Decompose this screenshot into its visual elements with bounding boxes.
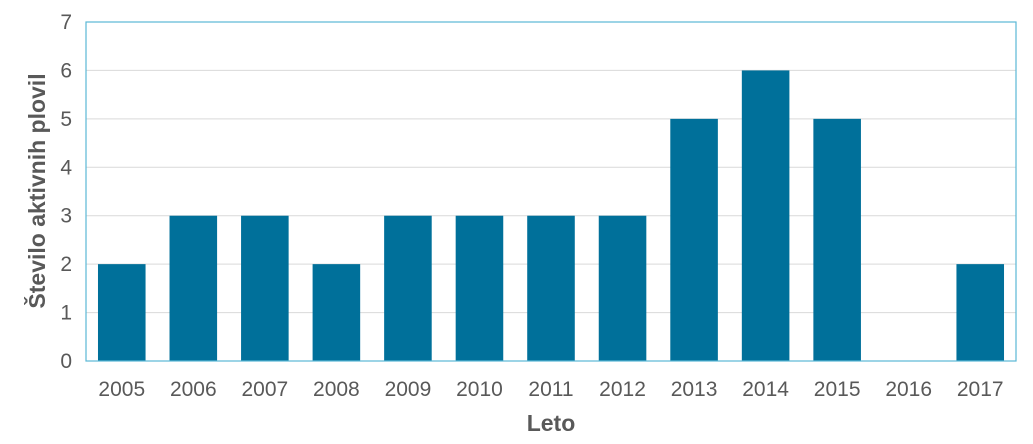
bar-2009 — [384, 215, 432, 361]
x-tick-label: 2010 — [456, 378, 503, 401]
y-tick-label: 1 — [60, 302, 72, 325]
bar-2011 — [527, 215, 575, 361]
plot-frame — [85, 21, 1017, 362]
x-tick-label: 2008 — [313, 378, 360, 401]
y-axis-ticks: 0 1 2 3 4 5 6 7 — [60, 11, 72, 373]
bar-2013 — [670, 118, 718, 361]
x-tick-label: 2011 — [528, 378, 573, 401]
x-tick-label: 2013 — [671, 378, 718, 401]
y-tick-label: 0 — [60, 350, 72, 373]
x-tick-label: 2016 — [885, 378, 932, 401]
x-tick-label: 2007 — [241, 378, 288, 401]
bar-2012 — [598, 215, 647, 361]
x-tick-label: 2017 — [957, 378, 1004, 401]
y-tick-label: 5 — [60, 108, 72, 131]
x-axis-title: Leto — [527, 410, 576, 436]
bar-2015 — [813, 118, 861, 361]
x-tick-label: 2009 — [385, 378, 432, 401]
bars — [97, 70, 1005, 361]
x-tick-label: 2012 — [599, 378, 646, 401]
x-tick-label: 2006 — [170, 378, 217, 401]
x-tick-label: 2005 — [98, 378, 145, 401]
y-tick-label: 4 — [60, 156, 72, 179]
x-axis-ticks: 2005 2006 2007 2008 2009 2010 2011 2012 2013 2014… — [98, 378, 1003, 401]
bar-2007 — [241, 215, 289, 361]
bar-2005 — [97, 264, 146, 361]
y-tick-label: 2 — [60, 253, 72, 276]
y-tick-label: 6 — [60, 59, 72, 82]
y-tick-label: 3 — [60, 205, 72, 228]
bar-2010 — [455, 215, 504, 361]
bar-2008 — [312, 264, 361, 361]
bar-2017 — [956, 264, 1005, 361]
x-tick-label: 2014 — [742, 378, 789, 401]
y-axis-title: Število aktivnih plovil — [23, 73, 50, 308]
bar-2014 — [741, 70, 790, 361]
x-tick-label: 2015 — [814, 378, 861, 401]
bar-2006 — [169, 215, 218, 361]
y-tick-label: 7 — [60, 11, 72, 34]
